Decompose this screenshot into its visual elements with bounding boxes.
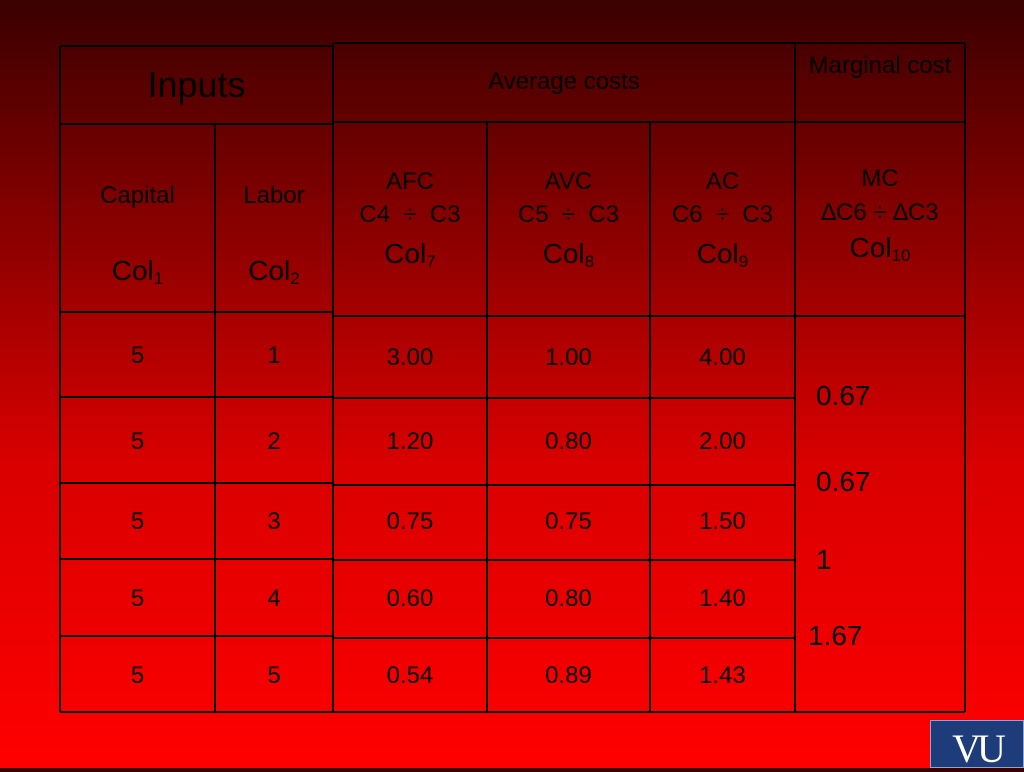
vu-logo-text: VU (952, 726, 1006, 771)
row-2-capital: 5 (130, 428, 145, 455)
row-3-labor: 3 (267, 508, 281, 535)
row-1-ac: 4.00 (699, 344, 746, 371)
ac-formula: C6 ÷ C3 (671, 201, 774, 228)
mc-value-4: 1.67 (808, 620, 863, 651)
row-1-afc: 3.00 (386, 344, 434, 371)
avc-col-ref: Col8 (542, 238, 595, 271)
afc-col-ref: Col7 (384, 238, 436, 271)
labor-label: Labor (243, 182, 305, 209)
vu-logo: VU (930, 720, 1024, 771)
mc-formula: ∆C6 ÷ ∆C3 (821, 199, 939, 226)
row-5-labor: 5 (267, 662, 281, 689)
row-5-ac: 1.43 (699, 662, 746, 689)
mc-value-2: 0.67 (816, 466, 871, 497)
row-4-labor: 4 (267, 585, 281, 612)
row-3-afc: 0.75 (386, 508, 434, 535)
row-4-afc: 0.60 (386, 585, 434, 612)
average-costs-header: Average costs (488, 68, 640, 95)
row-2-avc: 0.80 (545, 428, 592, 455)
capital-col-ref: Col1 (111, 255, 164, 288)
mc-label: MC (861, 165, 899, 192)
row-2-ac: 2.00 (699, 428, 746, 455)
ac-col-ref: Col9 (696, 238, 749, 271)
mc-value-1: 0.67 (816, 380, 871, 411)
ac-label: AC (705, 168, 740, 195)
row-5-capital: 5 (130, 662, 145, 689)
labor-col-ref: Col2 (248, 255, 300, 288)
row-4-avc: 0.80 (545, 585, 592, 612)
afc-label: AFC (386, 168, 434, 195)
avc-label: AVC (544, 168, 593, 195)
row-3-avc: 0.75 (545, 508, 592, 535)
row-1-capital: 5 (130, 342, 145, 369)
row-4-ac: 1.40 (699, 585, 746, 612)
row-3-ac: 1.50 (699, 508, 746, 535)
row-2-afc: 1.20 (386, 428, 434, 455)
row-1-avc: 1.00 (545, 344, 592, 371)
inputs-header: Inputs (147, 64, 246, 105)
capital-label: Capital (100, 182, 175, 209)
row-3-capital: 5 (130, 508, 145, 535)
marginal-cost-header: Marginal cost (808, 52, 952, 79)
mc-col-ref: Col10 (849, 232, 911, 265)
row-5-afc: 0.54 (386, 662, 434, 689)
row-5-avc: 0.89 (545, 662, 592, 689)
row-1-labor: 1 (267, 342, 281, 369)
row-2-labor: 2 (267, 428, 281, 455)
afc-formula: C4 ÷ C3 (359, 201, 461, 228)
row-4-capital: 5 (130, 585, 145, 612)
mc-value-3: 1 (816, 544, 832, 575)
avc-formula: C5 ÷ C3 (517, 201, 620, 228)
